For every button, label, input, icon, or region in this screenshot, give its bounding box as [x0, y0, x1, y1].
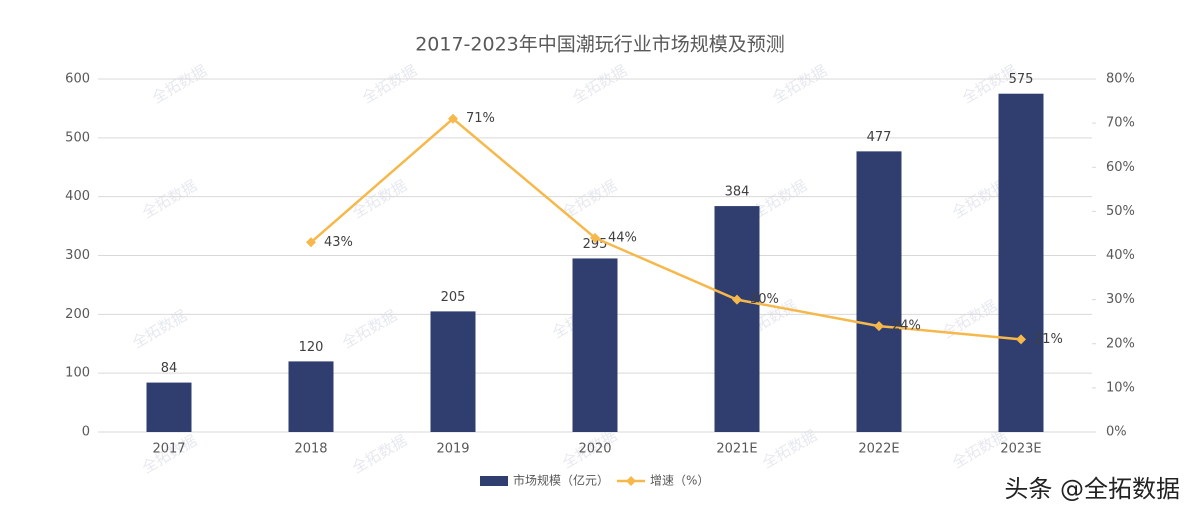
- x-tick-label: 2017: [152, 442, 185, 457]
- bar: [430, 311, 476, 432]
- x-tick-label: 2022E: [858, 442, 899, 457]
- line-marker: [590, 232, 600, 243]
- y2-tick-label: 70%: [1106, 116, 1135, 131]
- bar: [572, 258, 618, 432]
- y2-tick-label: 0%: [1106, 425, 1127, 440]
- y2-tick-label: 80%: [1106, 72, 1135, 87]
- credit: 头条 @全拓数据: [1004, 475, 1180, 503]
- bar: [146, 382, 192, 432]
- y2-tick-label: 30%: [1106, 292, 1135, 307]
- data-label: 21%: [1034, 332, 1063, 347]
- data-label: 477: [867, 130, 892, 145]
- line-marker: [732, 294, 742, 305]
- line: [310, 117, 1022, 341]
- legend-swatch: [626, 476, 637, 486]
- bar: [714, 206, 760, 432]
- data-label: 575: [1009, 72, 1034, 87]
- y-tick-label: 200: [65, 307, 90, 322]
- data-label: 24%: [892, 319, 921, 334]
- data-label: 71%: [466, 111, 495, 126]
- chart-title: 2017-2023年中国潮玩行业市场规模及预测: [415, 34, 785, 56]
- y2-tick-label: 10%: [1106, 380, 1135, 395]
- data-label: 205: [441, 290, 466, 305]
- data-label: 30%: [750, 292, 779, 307]
- legend-label: 市场规模（亿元）: [513, 473, 609, 488]
- y2-tick-label: 40%: [1106, 248, 1135, 263]
- y2-tick-label: 20%: [1106, 336, 1135, 351]
- y-tick-label: 300: [65, 248, 90, 263]
- data-label: 120: [299, 340, 324, 355]
- data-label: 384: [725, 185, 750, 200]
- x-tick-label: 2020: [578, 442, 611, 457]
- x-tick-label: 2018: [294, 442, 327, 457]
- legend-swatch: [480, 476, 508, 486]
- y2-tick-label: 50%: [1106, 204, 1135, 219]
- bar: [856, 151, 902, 433]
- y-tick-label: 500: [65, 130, 90, 145]
- x-tick-label: 2023E: [1000, 442, 1041, 457]
- y-tick-label: 600: [65, 72, 90, 87]
- y-tick-label: 100: [65, 366, 90, 381]
- data-label: 43%: [324, 235, 353, 250]
- y-tick-label: 0: [82, 425, 90, 440]
- line-marker: [1016, 334, 1026, 345]
- line-marker: [874, 321, 884, 332]
- bar: [998, 93, 1044, 432]
- y-tick-label: 400: [65, 189, 90, 204]
- x-tick-label: 2019: [436, 442, 469, 457]
- data-label: 44%: [608, 230, 637, 245]
- y2-tick-label: 60%: [1106, 160, 1135, 175]
- data-label: 84: [161, 361, 178, 376]
- line-marker: [448, 113, 458, 124]
- bar: [288, 361, 334, 432]
- line-marker: [306, 237, 316, 248]
- legend-label: 增速（%）: [650, 474, 709, 488]
- x-tick-label: 2021E: [716, 442, 757, 457]
